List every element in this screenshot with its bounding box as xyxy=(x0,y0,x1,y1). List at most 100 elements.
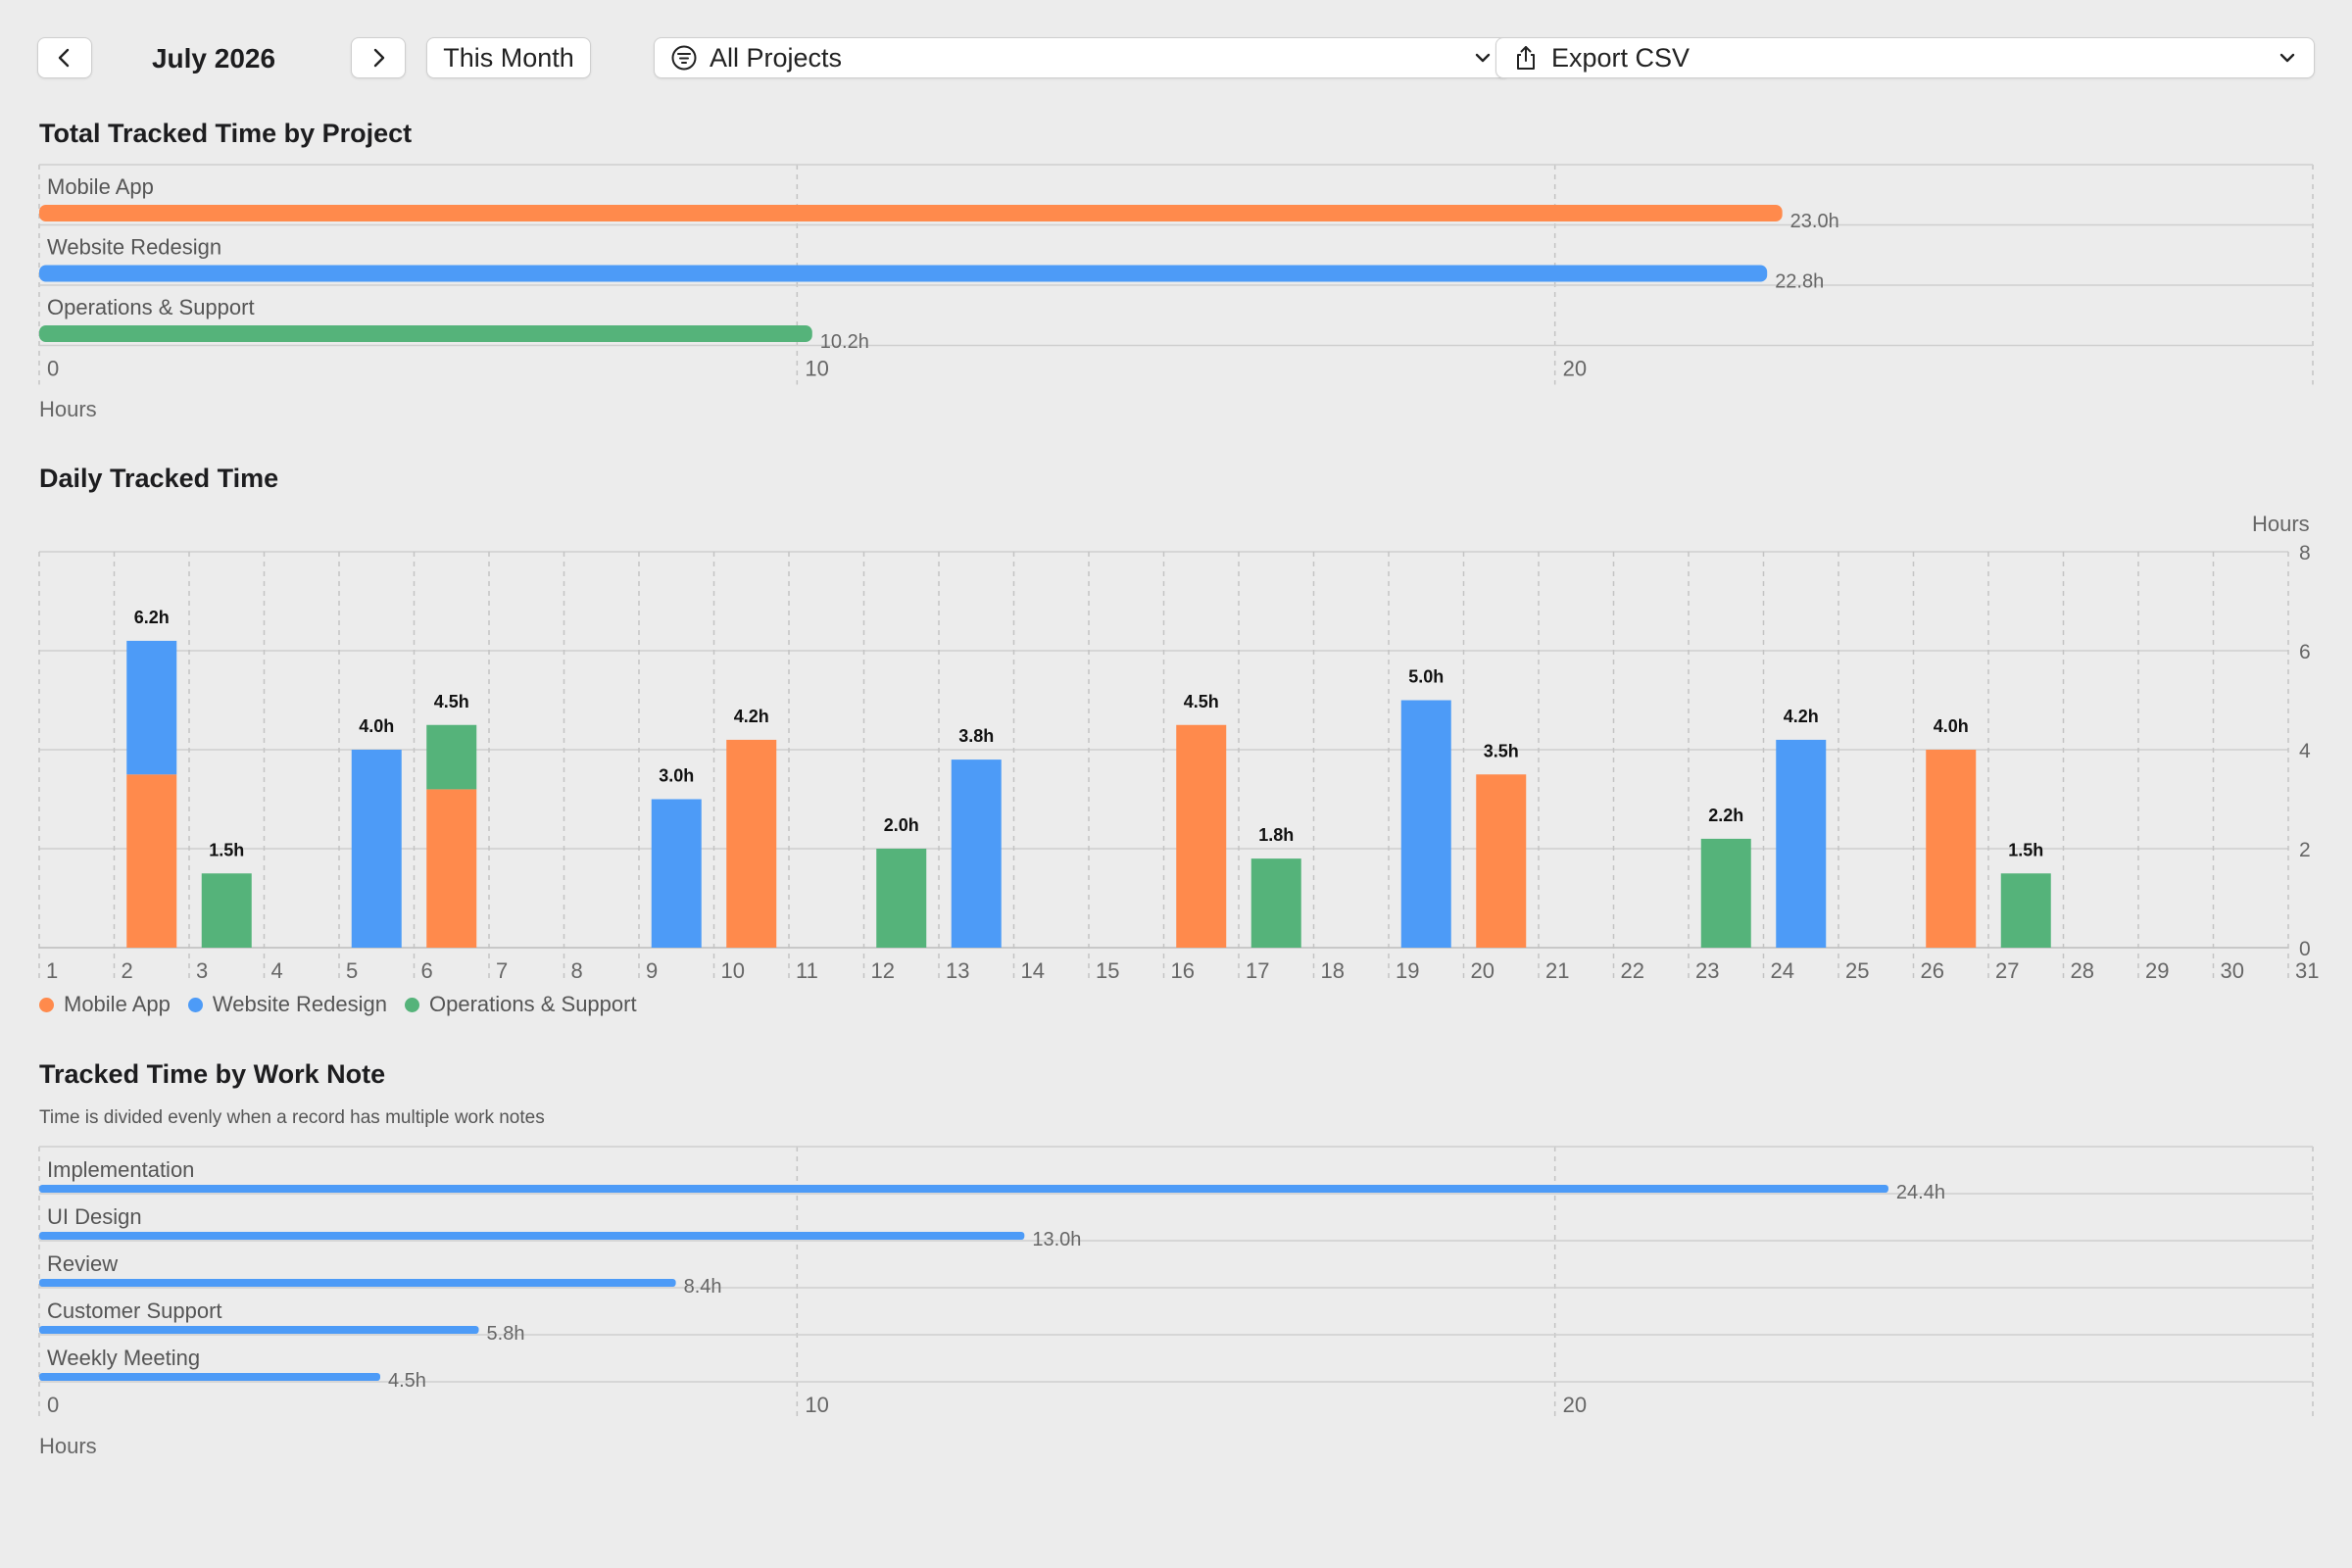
this-month-label: This Month xyxy=(443,42,574,73)
daily-total-label: 4.2h xyxy=(734,707,769,726)
daily-x-tick-label: 14 xyxy=(1021,958,1045,983)
daily-total-label: 3.0h xyxy=(659,766,694,786)
legend-color-dot xyxy=(405,997,419,1012)
export-csv-menu[interactable]: Export CSV xyxy=(1495,37,2315,78)
work-note-category-label: Customer Support xyxy=(47,1298,222,1323)
work-note-value-label: 24.4h xyxy=(1896,1182,1945,1203)
daily-total-label: 1.5h xyxy=(209,840,244,859)
daily-y-tick-label: 0 xyxy=(2299,938,2311,960)
daily-total-label: 6.2h xyxy=(134,608,170,627)
daily-bar-segment xyxy=(2000,873,2051,948)
work-note-value-label: 8.4h xyxy=(684,1276,722,1298)
daily-chart-title: Daily Tracked Time xyxy=(39,464,279,493)
this-month-button[interactable]: This Month xyxy=(426,37,591,78)
daily-x-tick-label: 11 xyxy=(796,958,818,983)
daily-x-tick-label: 25 xyxy=(1845,958,1869,983)
work-note-chart-title: Tracked Time by Work Note xyxy=(39,1059,386,1089)
legend-color-dot xyxy=(39,997,54,1012)
daily-bar-segment xyxy=(1926,750,1977,948)
daily-x-tick-label: 10 xyxy=(721,958,745,983)
work-note-tick-label: 20 xyxy=(1563,1393,1587,1417)
daily-x-tick-label: 3 xyxy=(196,958,208,983)
current-month-label: July 2026 xyxy=(151,43,276,74)
legend-color-dot xyxy=(187,997,203,1012)
daily-bar-segment xyxy=(1700,838,1751,948)
daily-bar-segment xyxy=(651,799,702,948)
work-note-bar xyxy=(39,1232,1025,1240)
daily-x-tick-label: 1 xyxy=(46,958,58,983)
daily-bar-segment xyxy=(426,724,477,790)
chevron-down-icon xyxy=(2279,53,2295,63)
work-note-value-label: 13.0h xyxy=(1032,1229,1081,1250)
daily-x-tick-label: 27 xyxy=(1995,958,2019,983)
daily-total-label: 3.5h xyxy=(1484,741,1519,760)
daily-chart-legend: Mobile App Website Redesign Operations & S… xyxy=(39,992,655,1017)
project-hours-chart: Mobile App 23.0h Website Redesign 22.8h Oper… xyxy=(38,164,2314,385)
project-bar xyxy=(39,325,812,342)
daily-bar-segment xyxy=(1400,700,1451,948)
daily-total-label: 3.8h xyxy=(958,726,994,746)
daily-bar-segment xyxy=(126,640,177,775)
project-filter-value: All Projects xyxy=(710,42,843,73)
daily-x-tick-label: 7 xyxy=(496,958,508,983)
daily-y-tick-label: 6 xyxy=(2299,641,2311,663)
daily-total-label: 1.5h xyxy=(2008,840,2043,859)
legend-label: Mobile App xyxy=(64,992,171,1016)
daily-x-tick-label: 2 xyxy=(122,958,133,983)
project-value-label: 22.8h xyxy=(1775,271,1824,293)
daily-y-tick-label: 8 xyxy=(2299,542,2311,564)
daily-x-tick-label: 26 xyxy=(1921,958,1944,983)
daily-bar-segment xyxy=(1476,774,1527,948)
next-month-button[interactable] xyxy=(351,37,406,78)
daily-x-tick-label: 17 xyxy=(1246,958,1269,983)
legend-label: Website Redesign xyxy=(212,992,387,1016)
project-category-label: Website Redesign xyxy=(47,235,221,260)
daily-bar-segment xyxy=(726,739,777,948)
chevron-down-icon xyxy=(1475,53,1491,63)
project-chart-title: Total Tracked Time by Project xyxy=(39,119,413,148)
daily-x-tick-label: 30 xyxy=(2221,958,2244,983)
chevron-left-icon xyxy=(58,48,70,68)
work-note-bar xyxy=(39,1279,676,1287)
previous-month-button[interactable] xyxy=(37,37,92,78)
work-note-bar xyxy=(39,1185,1888,1193)
project-bar xyxy=(39,265,1768,282)
daily-bar-segment xyxy=(201,873,252,948)
toolbar: July 2026 This Month All Projects Export… xyxy=(37,37,2315,80)
work-note-bar xyxy=(39,1373,380,1381)
daily-total-label: 4.2h xyxy=(1784,707,1819,726)
work-note-value-label: 4.5h xyxy=(388,1370,426,1392)
daily-x-tick-label: 29 xyxy=(2145,958,2169,983)
project-value-label: 23.0h xyxy=(1790,211,1839,232)
project-filter-select[interactable]: All Projects xyxy=(654,37,1510,78)
work-note-bar xyxy=(39,1326,479,1334)
daily-x-tick-label: 20 xyxy=(1471,958,1494,983)
daily-x-tick-label: 31 xyxy=(2295,958,2319,983)
daily-x-tick-label: 28 xyxy=(2071,958,2094,983)
daily-x-tick-label: 18 xyxy=(1321,958,1345,983)
daily-x-tick-label: 12 xyxy=(871,958,895,983)
project-category-label: Mobile App xyxy=(47,174,154,199)
daily-x-tick-label: 4 xyxy=(271,958,283,983)
work-note-chart-subtitle: Time is divided evenly when a record has… xyxy=(39,1107,545,1128)
daily-x-tick-label: 19 xyxy=(1396,958,1419,983)
daily-x-tick-label: 21 xyxy=(1545,958,1569,983)
project-category-label: Operations & Support xyxy=(47,295,255,319)
daily-bar-segment xyxy=(1776,739,1827,948)
project-tick-label: 20 xyxy=(1563,357,1587,381)
daily-bar-segment xyxy=(951,760,1002,948)
daily-total-label: 5.0h xyxy=(1408,667,1444,687)
legend-label: Operations & Support xyxy=(429,992,637,1016)
daily-total-label: 2.0h xyxy=(884,815,919,835)
daily-y-tick-label: 2 xyxy=(2299,839,2311,861)
daily-x-tick-label: 8 xyxy=(571,958,583,983)
project-value-label: 10.2h xyxy=(820,331,869,353)
daily-x-tick-label: 16 xyxy=(1171,958,1195,983)
daily-bar-segment xyxy=(1176,724,1227,948)
daily-x-tick-label: 23 xyxy=(1695,958,1719,983)
daily-x-tick-label: 13 xyxy=(946,958,969,983)
daily-x-tick-label: 6 xyxy=(421,958,433,983)
project-x-axis-label: Hours xyxy=(39,397,97,421)
work-note-value-label: 5.8h xyxy=(487,1323,525,1345)
daily-total-label: 2.2h xyxy=(1708,806,1743,825)
